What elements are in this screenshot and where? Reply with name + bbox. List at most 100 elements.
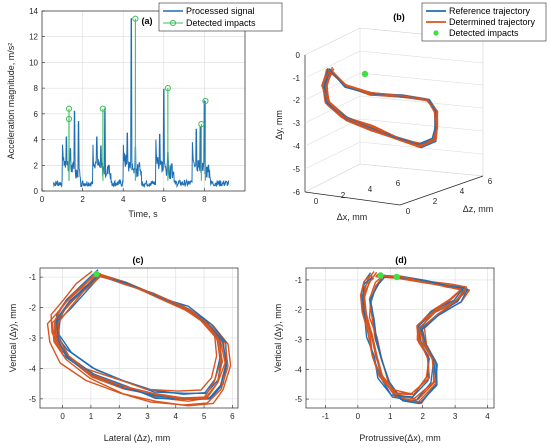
detected-impact-marker	[202, 97, 209, 105]
panel-b-y-label: Δy, mm	[274, 110, 284, 140]
panel-c-y-tick-label: -1	[29, 273, 37, 282]
panel-a-y-label: Acceleration magnitude, m/s²	[6, 43, 16, 160]
legend-determined-label: Determined trajectory	[449, 17, 536, 27]
panel-b-xtick: 4	[368, 185, 373, 194]
reference-trajectory-line	[361, 276, 464, 398]
legend-impacts-label: Detected impacts	[449, 28, 519, 38]
panel-c-y-label: Vertical (Δy), mm	[8, 304, 18, 373]
panel-d-x-tick-label: 3	[453, 412, 458, 421]
panel-d-title: (d)	[395, 255, 407, 265]
panel-d-protrusive-vertical: (d) -1 0 1 2 3 4 -1 -2 -3 -4 -5 Protrussive(Δx), m…	[273, 255, 495, 443]
panel-b-3d-trajectory: (b) 0 -1 -2 -3 -4 -5	[274, 2, 547, 222]
panel-c-x-tick-label: 5	[202, 412, 207, 421]
panel-c-x-tick-label: 1	[89, 412, 94, 421]
panel-d-x-tick-label: 2	[420, 412, 425, 421]
panel-a-x-label: Time, s	[128, 209, 158, 219]
panel-a-x-tick-label: 2	[80, 195, 85, 204]
panel-c-y-tick-label: -4	[29, 364, 37, 373]
detected-impact-marker	[132, 15, 139, 22]
panel-a-y-tick-label: 12	[29, 33, 38, 42]
panel-b-title: (b)	[393, 12, 405, 22]
detected-impact-point	[377, 272, 384, 279]
panel-a-time-series: (a) 0 2 4 6 8 0 2 4 6 8 10 12 14 Time, s Acceleratio…	[6, 2, 283, 219]
panel-a-legend-box	[158, 2, 283, 32]
panel-a-x-tick-label: 4	[121, 195, 126, 204]
detected-impact-point	[393, 273, 400, 281]
panel-d-x-label: Protrussive(Δx), mm	[359, 433, 441, 443]
panel-a-y-tick-label: 2	[34, 161, 39, 170]
determined-trajectory-line	[57, 273, 226, 401]
panel-b-ztick: 2	[433, 197, 438, 206]
panel-d-series	[359, 271, 471, 405]
panel-a-legend: Processed signal Detected impacts	[158, 2, 283, 32]
panel-b-ztick: 4	[460, 187, 465, 196]
detected-impact-marker	[164, 85, 171, 92]
panel-c-x-tick-label: 4	[174, 412, 179, 421]
panel-a-x-tick-label: 0	[40, 195, 45, 204]
legend-processed-signal-label: Processed signal	[186, 6, 255, 16]
determined-trajectory-line	[46, 274, 229, 406]
panel-b-ytick: -2	[293, 96, 301, 105]
panel-a-x-tick-label: 8	[202, 195, 207, 204]
panel-b-ytick: -3	[293, 119, 301, 128]
panel-a-axes-box	[41, 10, 246, 192]
detected-impact-marker	[65, 115, 73, 123]
panel-b-x-ticks: 0 2 4 6	[314, 179, 401, 206]
detected-impact-marker	[65, 105, 73, 112]
panel-b-xtick: 0	[314, 197, 319, 206]
panel-c-x-tick-label: 0	[60, 412, 65, 421]
panel-c-x-tick-label: 3	[145, 412, 150, 421]
processed-signal-line	[52, 18, 230, 189]
determined-trajectory-line	[53, 272, 222, 399]
determined-trajectory-line	[359, 274, 462, 395]
panel-b-x-label: Δx, mm	[337, 212, 368, 222]
panel-b-ytick: -6	[293, 188, 301, 197]
panel-b-legend-box	[421, 2, 547, 42]
panel-b-z-ticks: 0 2 4 6	[406, 177, 493, 216]
panel-b-legend: Reference trajectory Determined trajecto…	[421, 2, 547, 42]
detected-impact-3d-point	[361, 70, 369, 78]
panel-d-x-tick-label: 4	[485, 412, 490, 421]
panel-b-xtick: 2	[341, 191, 346, 200]
detected-impact-marker	[198, 121, 205, 128]
determined-trajectory-line	[51, 272, 232, 407]
panel-b-series	[321, 66, 439, 149]
panel-c-title: (c)	[133, 255, 144, 265]
panel-d-y-label: Vertical (Δy), mm	[273, 304, 283, 373]
panel-a-y-tick-label: 0	[34, 187, 39, 196]
panel-b-ytick: -4	[293, 142, 301, 151]
panel-d-axes-box	[305, 267, 495, 409]
panel-b-ytick: -1	[293, 74, 301, 83]
panel-b-ytick: 0	[296, 51, 301, 60]
panel-a-y-tick-label: 10	[29, 58, 38, 67]
panel-d-x-tick-label: -1	[322, 412, 330, 421]
panel-d-y-tick-label: -4	[295, 365, 303, 374]
panel-c-ticks: 0 1 2 3 4 5 6 -1 -2 -3 -4 -5	[29, 273, 235, 421]
legend-detected-impacts-marker	[169, 19, 177, 27]
panel-a-title: (a)	[142, 16, 153, 26]
determined-trajectory-3d-line	[321, 69, 438, 147]
panel-c-y-tick-label: -3	[29, 334, 37, 343]
panel-c-x-tick-label: 6	[230, 412, 235, 421]
panel-c-y-tick-label: -5	[29, 395, 37, 404]
panel-c-y-tick-label: -2	[29, 304, 37, 313]
panel-d-y-tick-label: -1	[295, 276, 303, 285]
panel-b-3d-box	[304, 27, 484, 206]
detected-impact-marker	[99, 105, 107, 112]
panel-a-y-tick-label: 8	[34, 84, 39, 93]
panel-c-x-label: Lateral (Δz), mm	[104, 433, 171, 443]
panel-d-y-tick-label: -5	[295, 395, 303, 404]
panel-d-y-tick-label: -2	[295, 306, 303, 315]
panel-a-x-tick-label: 6	[162, 195, 167, 204]
panel-d-x-tick-label: 1	[388, 412, 393, 421]
legend-detected-impacts-label: Detected impacts	[186, 18, 256, 28]
panel-d-y-tick-label: -3	[295, 335, 303, 344]
panel-c-lateral-vertical: (c) 0 1 2 3 4 5 6 -1 -2 -3 -4 -5 Lateral (Δz), mm V…	[8, 255, 239, 443]
panel-c-series	[46, 269, 232, 407]
detected-impact-point	[93, 270, 100, 278]
panel-c-x-tick-label: 2	[117, 412, 122, 421]
panel-d-ticks: -1 0 1 2 3 4 -1 -2 -3 -4 -5	[295, 276, 490, 421]
panel-b-y-ticks: 0 -1 -2 -3 -4 -5 -6	[293, 51, 301, 197]
panel-a-ticks: 0 2 4 6 8 0 2 4 6 8 10 12 14	[29, 7, 207, 204]
